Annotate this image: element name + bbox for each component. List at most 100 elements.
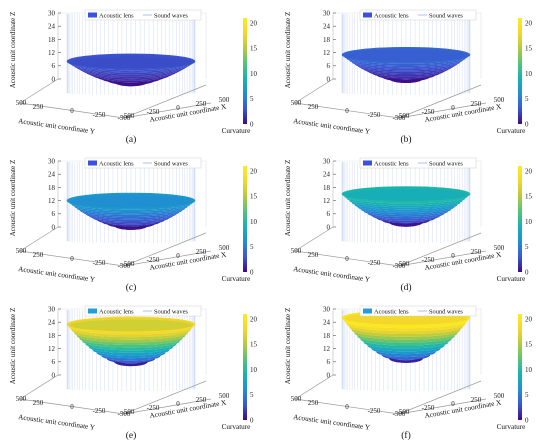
lens-surface-band [357, 206, 455, 216]
floor-outline [294, 78, 482, 119]
x-tick-label: 0 [451, 104, 455, 112]
z-tick-label: 24 [48, 171, 56, 179]
colorbar-tick-label: 0 [525, 268, 529, 276]
colorbar-tick-label: 15 [525, 45, 533, 53]
colorbar-tick-label: 10 [250, 366, 258, 374]
legend: Acoustic lens Sound waves [84, 9, 202, 21]
lens-surface-band [79, 338, 183, 348]
colorbar-tick-label: 10 [250, 218, 258, 226]
x-tick-label: -500 [397, 408, 410, 416]
colorbar-tick-label: 0 [250, 120, 254, 128]
lens-surface-band [79, 210, 183, 219]
colorbar-tick-label: 20 [250, 315, 258, 323]
lens-surface-band [89, 73, 173, 81]
x-tick-label: 0 [176, 104, 180, 112]
lens-surface-band [89, 215, 173, 224]
y-tick-label: -500 [393, 114, 406, 122]
colorbar-tick-label: 0 [525, 120, 529, 128]
colorbar-label: Curvature [497, 275, 526, 283]
lens-surface-band [89, 347, 173, 356]
z-tick-label: 18 [48, 332, 56, 340]
lens-surface-band [85, 344, 177, 353]
colorbar-tick-label: 5 [525, 243, 529, 251]
y-tick-label: 0 [345, 107, 349, 115]
z-tick-label: 18 [323, 184, 331, 192]
lens-surface-band [76, 335, 186, 346]
z-tick-label: 24 [48, 319, 56, 327]
floor-outline [398, 250, 487, 267]
floor-outline [123, 102, 212, 119]
colorbar-label: Curvature [222, 127, 251, 135]
lens-surface-band [71, 330, 191, 340]
x-axis-label: Acoustic unit coordinate X [149, 250, 228, 272]
x-tick-label: 0 [176, 252, 180, 260]
z-axis-label: Acoustic unit coordinate Z [9, 12, 17, 89]
y-axis-label: Acoustic unit coordinate Y [293, 265, 372, 284]
lens-surface-band [371, 348, 441, 358]
z-tick-label: 12 [323, 345, 331, 353]
panel-caption: (f) [401, 430, 411, 441]
lens-surface-band [357, 65, 455, 74]
lens-surface-band [388, 78, 424, 83]
chart-panel-c: 0 6 12 18 24 30 Acoustic unit coordinate Z 500 2… [0, 148, 275, 296]
lens-surface-band [344, 56, 468, 66]
lens-surface-band [351, 330, 461, 340]
lens-surface-band [364, 342, 448, 352]
z-tick-label: 12 [323, 49, 331, 57]
z-tick-label: 0 [327, 75, 331, 83]
chart-panel-a: 0 6 12 18 24 30 Acoustic unit coordinate Z 500 2… [0, 0, 275, 148]
lens-surface-band [71, 64, 191, 73]
x-tick-label: 0 [451, 252, 455, 260]
y-axis-label: Acoustic unit coordinate Y [293, 413, 372, 432]
z-tick-label: 6 [52, 62, 56, 70]
z-tick-label: 24 [48, 23, 56, 31]
panel-caption: (a) [126, 134, 137, 145]
lens-surface-band [360, 339, 452, 349]
y-tick-label: 500 [291, 99, 302, 107]
floor-outline [398, 102, 487, 119]
z-tick-label: 30 [323, 9, 331, 17]
x-tick-label: 500 [219, 244, 230, 252]
chart-panel-d: 0 6 12 18 24 30 Acoustic unit coordinate Z 500 2… [275, 148, 550, 296]
z-tick-label: 18 [48, 36, 56, 44]
lens-surface-band [69, 202, 193, 212]
x-tick-label: 500 [494, 392, 505, 400]
lens-surface-band [371, 215, 441, 223]
x-tick-label: 0 [451, 400, 455, 408]
lens-surface-band [101, 355, 161, 364]
lens-surface-band [344, 320, 468, 332]
legend-label-waves: Sound waves [429, 13, 463, 20]
lens-surface-band [85, 72, 177, 80]
colorbar-tick-label: 0 [525, 416, 529, 424]
chart-panel-f: 0 6 12 18 24 30 Acoustic unit coordinate Z 500 2… [275, 296, 550, 444]
colorbar-tick-label: 20 [525, 19, 533, 27]
lens-surface-band [346, 58, 466, 68]
lens-surface-band [82, 211, 180, 220]
legend: Acoustic lens Sound waves [359, 9, 477, 21]
x-tick-label: -500 [122, 408, 135, 416]
lens-surface-band [354, 63, 458, 72]
y-tick-label: 500 [291, 247, 302, 255]
legend-label-lens: Acoustic lens [374, 13, 409, 20]
z-tick-label: 12 [48, 197, 56, 205]
floor-outline [19, 78, 207, 119]
x-tick-label: 250 [196, 396, 207, 404]
lens-surface-band [71, 204, 191, 214]
lens-surface-band [342, 317, 470, 329]
z-tick-label: 0 [52, 371, 56, 379]
colorbar [243, 18, 247, 124]
y-tick-label: 500 [16, 99, 27, 107]
lens-surface-band [367, 213, 445, 221]
colorbar [518, 18, 522, 124]
x-tick-label: -500 [397, 260, 410, 268]
colorbar-tick-label: 5 [250, 391, 254, 399]
y-tick-label: 250 [33, 399, 44, 407]
x-tick-label: 250 [471, 396, 482, 404]
chart-panel-e: 0 6 12 18 24 30 Acoustic unit coordinate Z 500 2… [0, 296, 275, 444]
legend-label-lens: Acoustic lens [99, 309, 134, 316]
floor-outline [294, 374, 482, 415]
lens-surface-band [82, 70, 180, 79]
y-tick-label: 0 [70, 403, 74, 411]
y-tick-label: -250 [93, 259, 106, 267]
